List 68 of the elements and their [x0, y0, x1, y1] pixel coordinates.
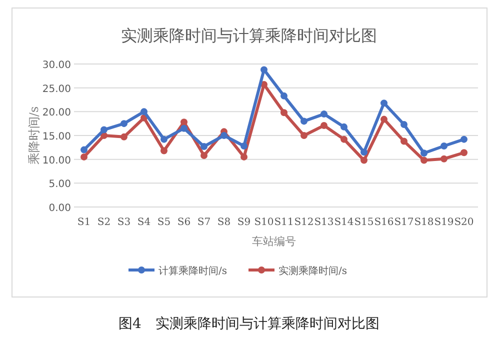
point	[280, 92, 288, 100]
x-tick-label: S1	[77, 217, 91, 228]
chart-title: 实测乘降时间与计算乘降时间对比图	[121, 26, 377, 45]
point	[160, 136, 168, 143]
y-tick-label: 0.00	[48, 203, 71, 214]
point	[160, 147, 168, 154]
point	[320, 110, 328, 118]
point	[360, 148, 368, 156]
point	[200, 142, 208, 150]
point	[100, 126, 108, 134]
point	[120, 120, 128, 128]
point	[420, 156, 428, 164]
y-tick-label: 30.00	[42, 60, 71, 71]
point	[460, 136, 468, 143]
x-tick-label: S3	[117, 217, 131, 228]
x-tick-label: S15	[354, 217, 374, 228]
point	[200, 152, 208, 160]
point	[120, 133, 128, 140]
y-tick-label: 20.00	[42, 108, 71, 119]
point	[360, 156, 368, 164]
x-tick-label: S16	[374, 217, 394, 228]
point	[240, 142, 248, 150]
x-tick-label: S10	[254, 217, 274, 228]
y-tick-label: 25.00	[42, 84, 71, 95]
y-tick-label: 5.00	[48, 179, 71, 190]
x-axis-title: 车站编号	[252, 235, 296, 248]
legend-label: 实测乘降时间/s	[278, 265, 348, 277]
point	[400, 138, 408, 145]
x-tick-label: S17	[394, 217, 414, 228]
x-tick-label: S5	[157, 217, 171, 228]
x-tick-label: S11	[274, 217, 294, 228]
x-tick-label: S2	[97, 217, 111, 228]
point	[300, 118, 308, 125]
y-axis-title: 乘降时间/s	[27, 106, 41, 165]
x-tick-label: S8	[217, 217, 231, 228]
x-tick-label: S20	[454, 217, 474, 228]
y-tick-label: 10.00	[42, 155, 71, 166]
point	[260, 66, 268, 74]
x-tick-label: S14	[334, 217, 354, 228]
point	[400, 121, 408, 128]
x-tick-label: S18	[414, 217, 434, 228]
legend-label: 计算乘降时间/s	[158, 265, 228, 277]
point	[320, 122, 328, 129]
point	[300, 132, 308, 139]
point	[180, 124, 188, 132]
x-tick-label: S4	[137, 217, 151, 228]
point	[340, 136, 348, 143]
x-tick-label: S13	[314, 217, 334, 228]
point	[440, 155, 448, 162]
point	[80, 146, 88, 154]
point	[380, 116, 388, 123]
x-tick-label: S7	[197, 217, 211, 228]
y-tick-label: 15.00	[42, 132, 71, 142]
x-tick-label: S9	[237, 217, 251, 228]
point	[240, 153, 248, 160]
x-tick-label: S6	[177, 217, 191, 228]
point	[220, 132, 228, 139]
point	[440, 142, 448, 150]
point	[420, 150, 428, 157]
x-tick-label: S19	[434, 217, 454, 228]
caption: 图4 实测乘降时间与计算乘降时间对比图	[118, 316, 380, 332]
point	[340, 123, 348, 130]
point	[140, 108, 148, 116]
point	[80, 153, 88, 160]
point	[380, 100, 388, 107]
point	[280, 109, 288, 116]
x-tick-label: S12	[294, 217, 314, 228]
point	[460, 149, 468, 156]
